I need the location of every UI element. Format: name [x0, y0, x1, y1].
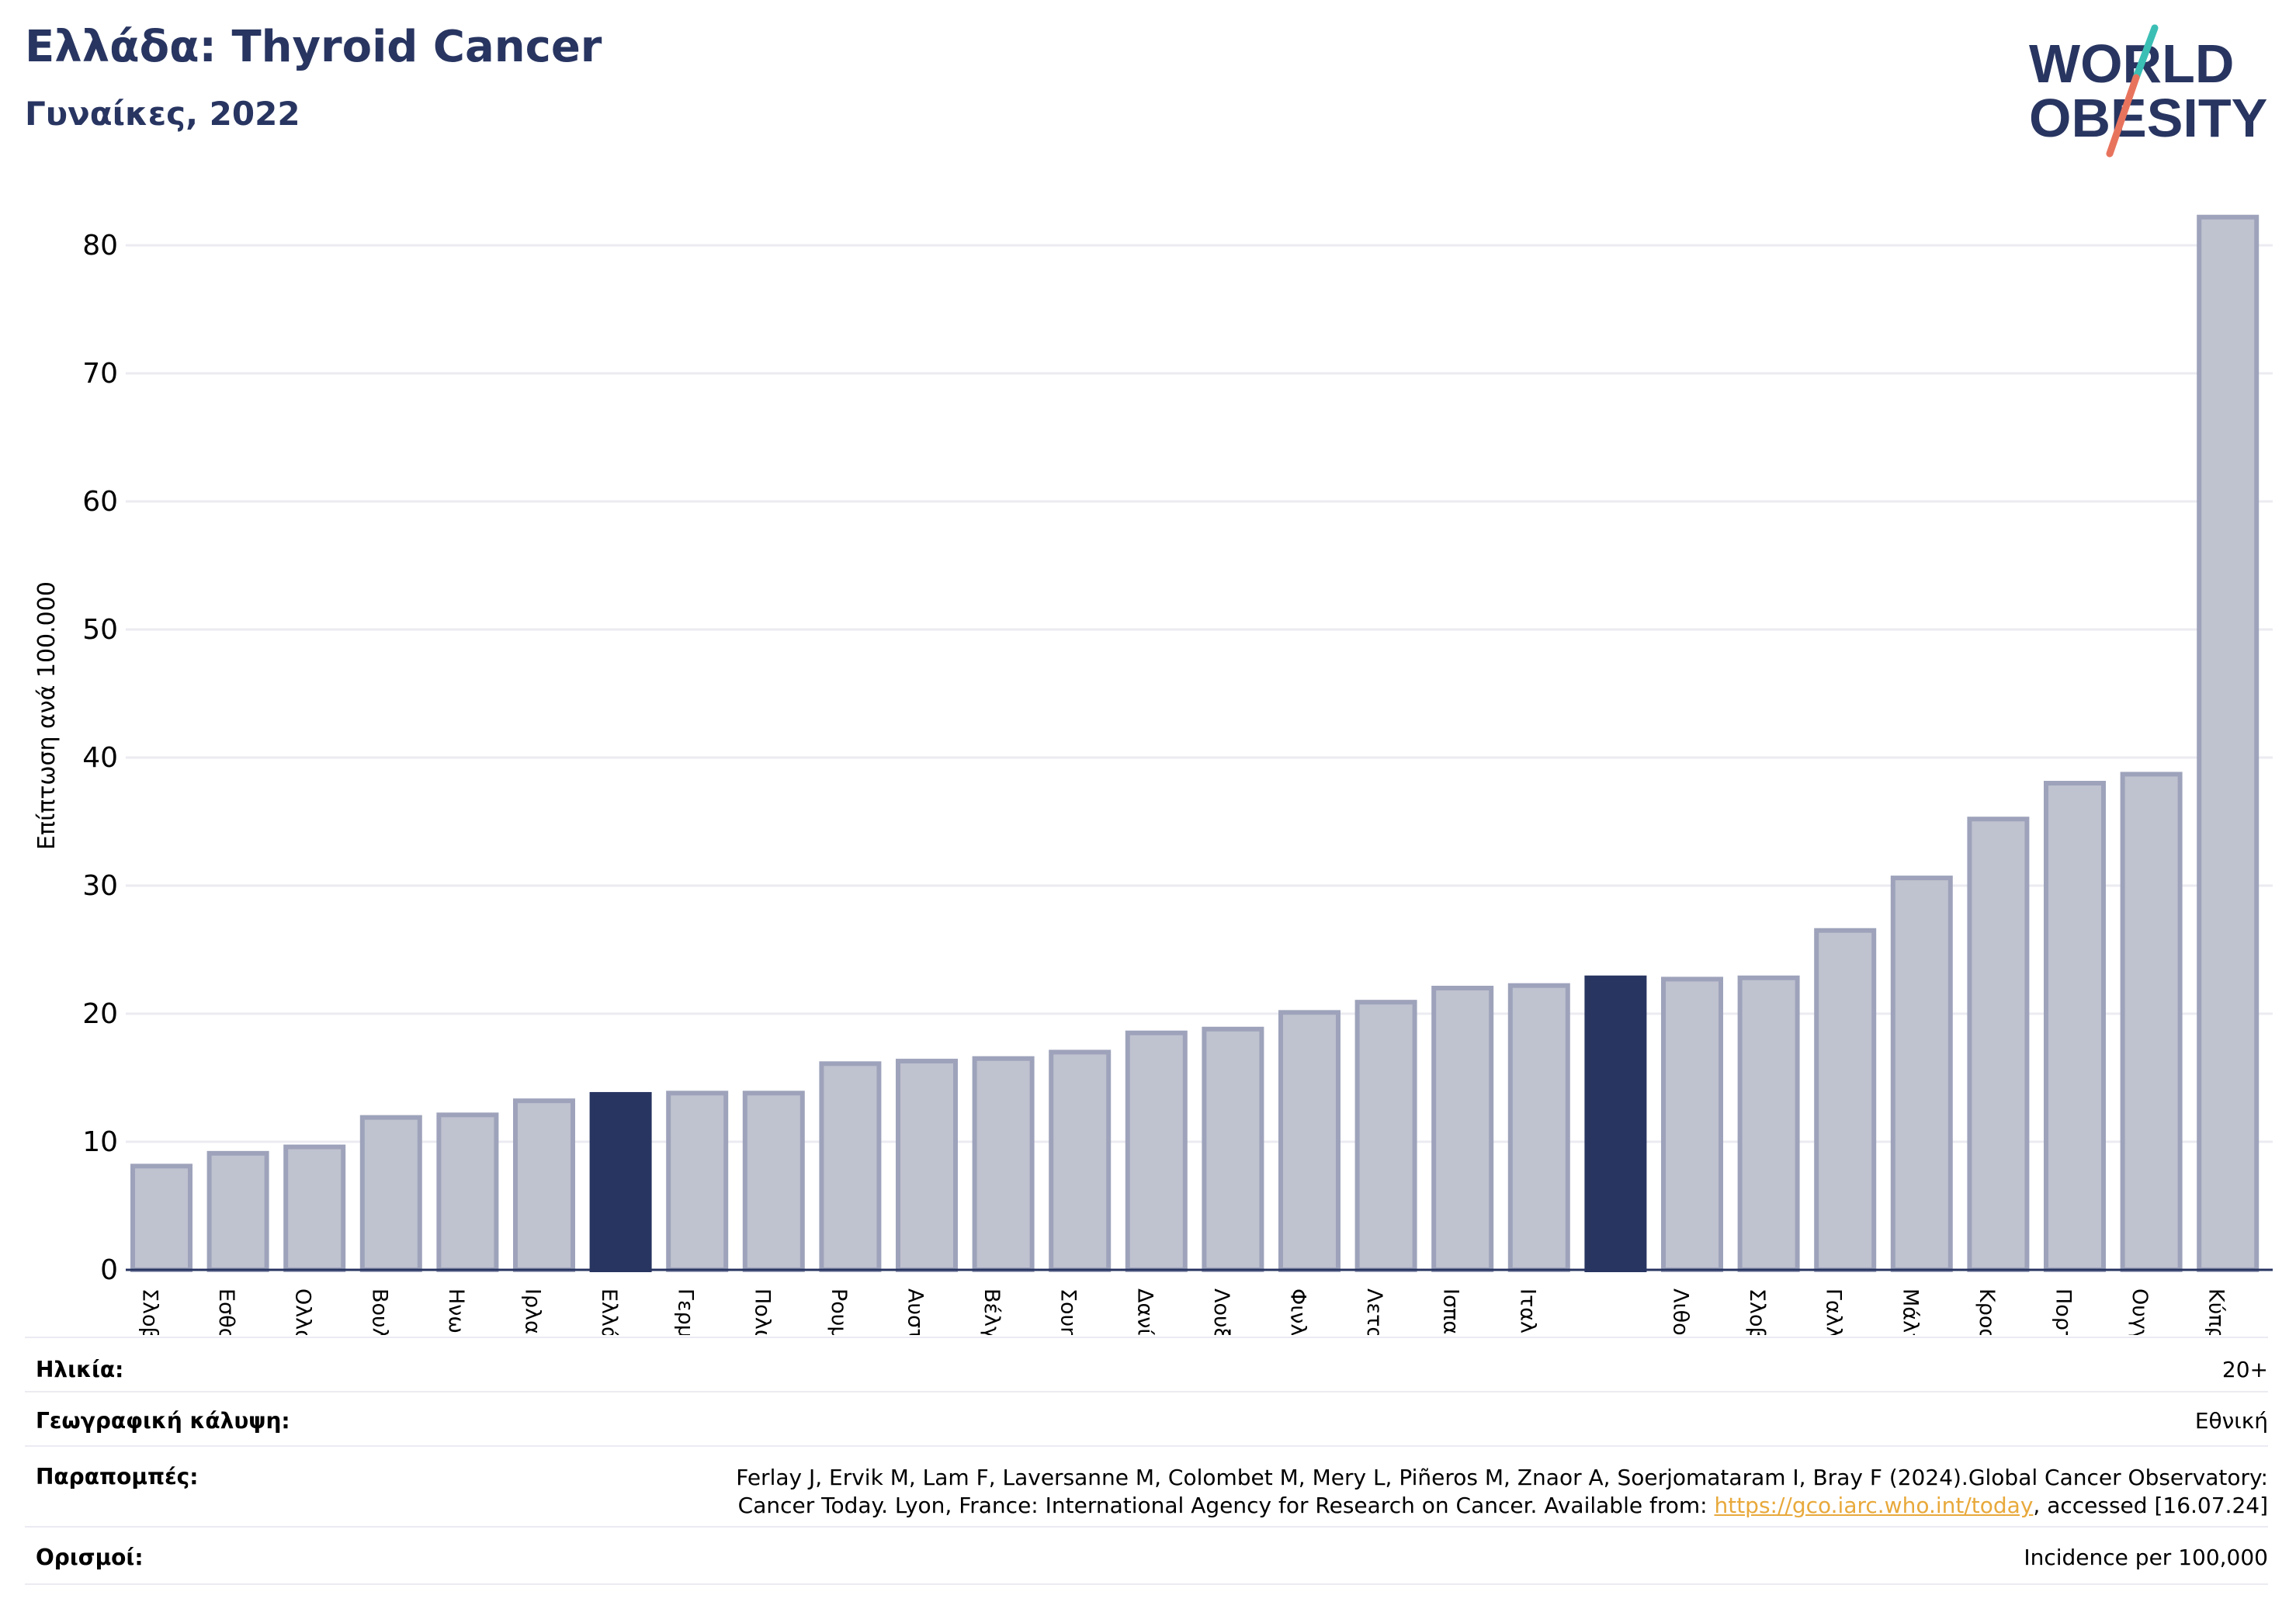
x-tick-label: Φινλανδία: [1286, 1288, 1310, 1335]
x-tick-label: Ιταλία: [1515, 1288, 1539, 1335]
bar-Ηνωμένο Βασίλειο: [436, 1112, 499, 1272]
bar-Πολωνία: [742, 1091, 805, 1273]
x-tick-label: Γερμανία: [674, 1288, 698, 1335]
x-tick-label: Βέλγιο: [980, 1288, 1004, 1335]
references-line-2: Cancer Today. Lyon, France: Internationa…: [737, 1493, 1715, 1518]
y-tick-label: 10: [82, 1126, 118, 1158]
bar-Ελλάδα: [589, 1091, 652, 1272]
references-link[interactable]: https://gco.iarc.who.int/today: [1714, 1493, 2034, 1518]
page-subtitle: Γυναίκες, 2022: [25, 95, 300, 133]
logo-slash-coral: [2106, 74, 2140, 158]
x-tick-label: Λετονία: [1362, 1288, 1386, 1335]
references-line-1: Ferlay J, Ervik M, Lam F, Laversanne M, …: [736, 1465, 2268, 1490]
bar-Κύπρος: [2197, 214, 2260, 1273]
world-obesity-logo: WORLD OBESITY: [2029, 24, 2267, 158]
x-tick-label: Κύπρος: [2204, 1288, 2228, 1335]
info-row-references: Παραπομπές: Ferlay J, Ervik M, Lam F, La…: [25, 1445, 2268, 1528]
info-row-coverage: Γεωγραφική κάλυψη: Εθνική: [25, 1391, 2268, 1447]
page-title: Ελλάδα: Thyroid Cancer: [25, 22, 602, 72]
coverage-label: Γεωγραφική κάλυψη:: [36, 1408, 290, 1434]
x-tick-label: Γαλλία: [1822, 1288, 1846, 1335]
x-tick-label: Ιρλανδία: [521, 1288, 545, 1335]
y-tick-label: 30: [82, 870, 118, 902]
x-tick-label: Ηνωμένο Βασίλειο: [444, 1288, 468, 1335]
bar-Αυστρία: [896, 1059, 958, 1273]
logo-slash-teal: [2132, 24, 2159, 81]
x-tick-label: Δανία: [1132, 1288, 1157, 1335]
bar-Μάλτα: [1890, 876, 1953, 1272]
bar-Ισπανία: [1431, 986, 1494, 1272]
bar-Ιταλία: [1507, 983, 1570, 1272]
y-axis-label: Επίπτωση ανά 100.000: [33, 581, 61, 850]
bar-Ουγγαρία: [2120, 772, 2183, 1272]
bar-Λετονία: [1354, 1000, 1417, 1273]
x-tick-label: Πολωνία: [750, 1288, 774, 1335]
x-tick-label: Λουξεμβούργο: [1209, 1288, 1233, 1335]
x-tick-label: Σλοβακία: [138, 1288, 162, 1335]
definitions-value: Incidence per 100,000: [2024, 1545, 2268, 1570]
bar-Εσθονία: [206, 1150, 269, 1272]
bar-Κροατία: [1967, 817, 2030, 1272]
x-tick-label: Ισπανία: [1439, 1288, 1463, 1335]
age-value: 20+: [2221, 1357, 2268, 1382]
logo-text-obesity: OBESITY: [2029, 88, 2267, 148]
bar-Πορτογαλία: [2044, 781, 2106, 1272]
bar-Ρουμανία: [819, 1061, 882, 1272]
x-tick-label: Ολλανδία: [291, 1288, 315, 1335]
coverage-value: Εθνική: [2194, 1408, 2268, 1434]
y-tick-label: 50: [82, 614, 118, 646]
bar-Λουξεμβούργο: [1202, 1026, 1264, 1273]
bar-Γαλλία: [1814, 928, 1877, 1272]
info-row-definitions: Ορισμοί: Incidence per 100,000: [25, 1526, 2268, 1585]
age-label: Ηλικία:: [36, 1357, 124, 1382]
y-tick-label: 0: [100, 1254, 118, 1286]
definitions-label: Ορισμοί:: [36, 1545, 144, 1570]
references-text: Ferlay J, Ervik M, Lam F, Laversanne M, …: [483, 1464, 2268, 1520]
x-tick-label: Ρουμανία: [827, 1288, 851, 1335]
y-tick-label: 40: [82, 742, 118, 774]
bar-Βέλγιο: [972, 1056, 1035, 1272]
bar-Σουηδία: [1049, 1049, 1112, 1272]
references-accessed: , accessed [16.07.24]: [2033, 1493, 2268, 1518]
x-tick-label: Πορτογαλία: [2051, 1288, 2076, 1335]
bar-Γερμανία: [666, 1091, 729, 1273]
bar-Φινλανδία: [1278, 1010, 1340, 1272]
x-tick-label: Σλοβενία: [1745, 1288, 1769, 1335]
bar-Βουλγαρία: [359, 1115, 422, 1273]
x-tick-label: Κροατία: [1975, 1288, 1999, 1335]
bar-Ολλανδία: [283, 1144, 346, 1272]
y-tick-label: 70: [82, 358, 118, 390]
y-tick-labels: 0 10 20 30 40 50 60 70 80: [82, 230, 118, 1286]
y-tick-label: 60: [82, 486, 118, 518]
x-tick-labels: Σλοβακία Εσθονία Ολλανδία Βουλγαρία Ηνωμένο …: [138, 1288, 2228, 1335]
x-tick-label: Ελλάδα: [597, 1288, 621, 1335]
x-tick-label: Λιθουανία: [1669, 1288, 1693, 1335]
x-tick-label: Βουλγαρία: [367, 1288, 391, 1335]
x-tick-label: Εσθονία: [214, 1288, 238, 1335]
x-tick-label: Αυστρία: [903, 1288, 928, 1335]
x-tick-label: Ουγγαρία: [2128, 1288, 2152, 1335]
bar-Ιρλανδία: [513, 1098, 575, 1272]
bar-Σλοβενία: [1737, 975, 1800, 1273]
x-tick-label: Μάλτα: [1898, 1288, 1922, 1335]
bar-Δανία: [1125, 1030, 1188, 1272]
bar-Σλοβακία: [130, 1163, 192, 1272]
bars: [130, 214, 2260, 1273]
y-tick-label: 80: [82, 230, 118, 262]
bar-Λιθουανία: [1661, 976, 1723, 1272]
bar-unlabeled: [1584, 975, 1647, 1273]
bar-chart: 0 10 20 30 40 50 60 70 80 Σλοβακία Εσθονία Ολλανδί…: [33, 214, 2273, 1335]
info-row-age: Ηλικία: 20+: [25, 1337, 2268, 1392]
y-tick-label: 20: [82, 998, 118, 1030]
references-label: Παραπομπές:: [36, 1464, 199, 1489]
x-tick-label: Σουηδία: [1056, 1288, 1080, 1335]
